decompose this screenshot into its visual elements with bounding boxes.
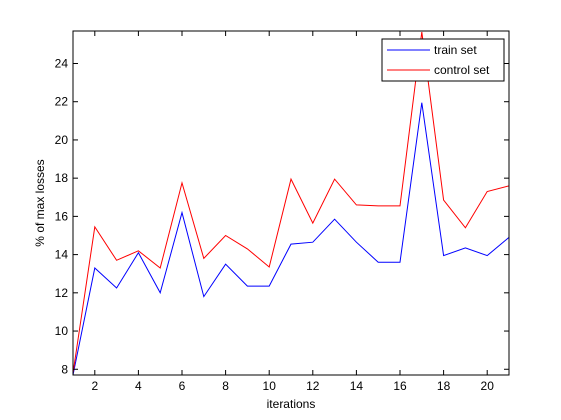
y-tick-label: 18 [55,171,69,185]
plot-frame [72,30,510,376]
x-tick-label: 6 [179,379,186,393]
x-axis-label: iterations [267,397,316,411]
x-tick-label: 14 [350,379,364,393]
series-layer [72,31,510,376]
legend-label-train-set: train set [434,43,477,57]
y-tick-label: 22 [55,95,69,109]
y-tick-label: 12 [55,286,69,300]
y-tick-label: 10 [55,324,69,338]
plot-area [73,31,509,375]
series-line-control-set [72,31,510,374]
x-tick-label: 20 [481,379,495,393]
x-tick-label: 10 [263,379,277,393]
x-tick-label: 2 [91,379,98,393]
x-tick-label: 4 [135,379,142,393]
y-tick-label: 16 [55,209,69,223]
x-tick-label: 12 [306,379,320,393]
series-line-train-set [72,102,510,376]
x-tick-label: 8 [222,379,229,393]
x-tick-label: 18 [437,379,451,393]
y-tick-label: 8 [61,362,68,376]
legend-box [381,38,505,82]
y-tick-label: 24 [55,56,69,70]
legend: train set control set [381,38,505,82]
y-tick-label: 20 [55,133,69,147]
x-tick-label: 16 [393,379,407,393]
y-axis-label: % of max losses [33,159,47,246]
legend-label-control-set: control set [434,63,490,77]
y-tick-label: 14 [55,248,69,262]
